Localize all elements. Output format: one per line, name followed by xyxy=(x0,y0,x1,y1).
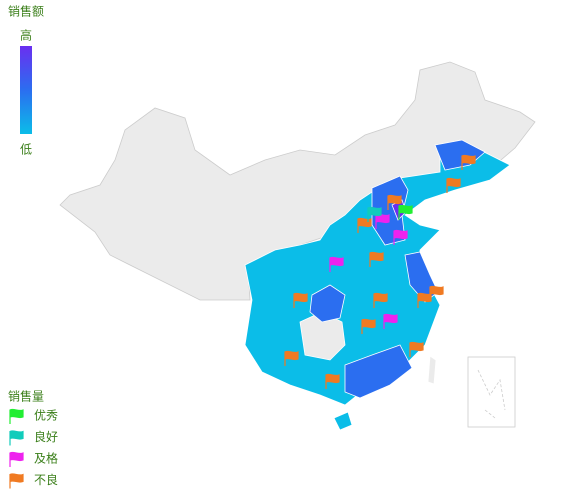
south-sea-inset xyxy=(467,356,516,428)
map-flag[interactable] xyxy=(284,350,299,366)
province-mid xyxy=(309,284,346,323)
map-flag[interactable] xyxy=(369,251,384,267)
map-flag[interactable] xyxy=(367,206,382,222)
map-flag[interactable] xyxy=(325,373,340,389)
visual-map-title: 销售额 xyxy=(8,4,44,19)
map-flag[interactable] xyxy=(383,313,398,329)
visual-map-low: 低 xyxy=(20,143,32,157)
legend-label[interactable]: 优秀 xyxy=(34,409,58,423)
province-mid xyxy=(371,175,409,246)
map-flag[interactable] xyxy=(409,341,424,357)
south-sea-line xyxy=(477,369,506,419)
province-mid xyxy=(344,344,413,399)
map-flag[interactable] xyxy=(361,318,376,334)
legend-icon[interactable] xyxy=(9,408,24,424)
map-flag[interactable] xyxy=(461,154,476,170)
legend-label[interactable]: 不良 xyxy=(34,472,58,487)
map-flag[interactable] xyxy=(398,204,413,220)
map-flag[interactable] xyxy=(393,229,408,245)
map-flag[interactable] xyxy=(417,292,432,308)
map-flag[interactable] xyxy=(446,177,461,193)
legend-icon[interactable] xyxy=(9,430,24,446)
visual-map-high: 高 xyxy=(20,28,32,43)
legend-label[interactable]: 及格 xyxy=(34,451,58,466)
legend-title: 销售量 xyxy=(8,389,44,404)
legend-icon[interactable] xyxy=(9,451,24,467)
legend-icon[interactable] xyxy=(9,473,24,489)
map-flag[interactable] xyxy=(329,256,344,272)
visual-map-bar[interactable] xyxy=(20,46,32,134)
map-flags xyxy=(284,154,476,389)
province-gray xyxy=(427,355,437,385)
map-flag[interactable] xyxy=(357,217,372,233)
map-flag[interactable] xyxy=(387,194,402,210)
map-flag[interactable] xyxy=(429,285,444,301)
china-map xyxy=(59,61,536,431)
map-flag[interactable] xyxy=(373,292,388,308)
map-flag[interactable] xyxy=(293,292,308,308)
legend-label[interactable]: 良好 xyxy=(34,429,58,444)
province-low xyxy=(333,411,353,431)
